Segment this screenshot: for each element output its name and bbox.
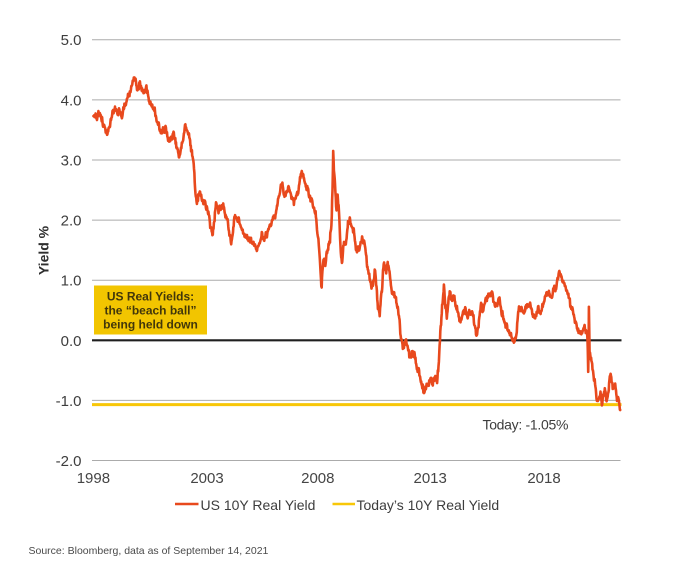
svg-text:3.0: 3.0 bbox=[61, 153, 82, 170]
svg-text:-2.0: -2.0 bbox=[56, 453, 82, 470]
svg-text:2.0: 2.0 bbox=[61, 213, 82, 230]
svg-text:the “beach ball”: the “beach ball” bbox=[104, 304, 196, 318]
svg-text:Today’s 10Y Real Yield: Today’s 10Y Real Yield bbox=[357, 497, 500, 513]
svg-text:2008: 2008 bbox=[301, 470, 334, 487]
svg-text:Yield %: Yield % bbox=[36, 225, 52, 275]
svg-text:Source: Bloomberg, data as of: Source: Bloomberg, data as of September … bbox=[29, 545, 269, 557]
svg-text:2013: 2013 bbox=[414, 470, 447, 487]
svg-text:0.0: 0.0 bbox=[61, 333, 82, 350]
svg-text:US Real Yields:: US Real Yields: bbox=[107, 290, 194, 304]
svg-text:4.0: 4.0 bbox=[61, 92, 82, 109]
svg-text:1.0: 1.0 bbox=[61, 273, 82, 290]
svg-text:being held down: being held down bbox=[103, 318, 198, 332]
svg-text:-1.0: -1.0 bbox=[56, 393, 82, 410]
svg-text:US 10Y Real Yield: US 10Y Real Yield bbox=[201, 497, 316, 513]
svg-text:2003: 2003 bbox=[190, 470, 223, 487]
svg-text:Today: -1.05%: Today: -1.05% bbox=[483, 416, 569, 432]
svg-text:2018: 2018 bbox=[527, 470, 560, 487]
svg-text:5.0: 5.0 bbox=[61, 32, 82, 49]
svg-text:1998: 1998 bbox=[77, 470, 110, 487]
